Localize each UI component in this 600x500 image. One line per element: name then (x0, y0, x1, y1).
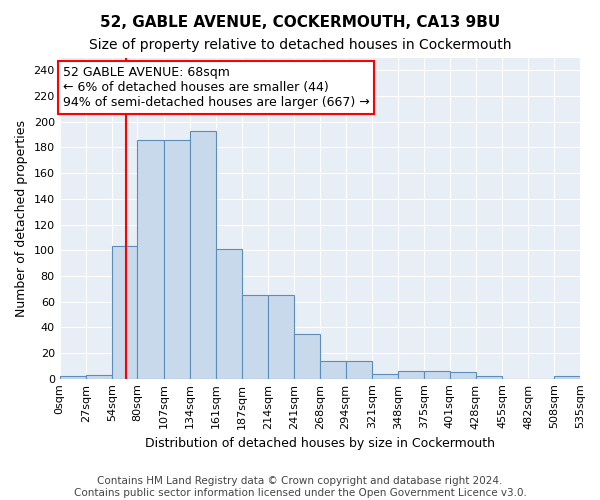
Text: 52 GABLE AVENUE: 68sqm
← 6% of detached houses are smaller (44)
94% of semi-deta: 52 GABLE AVENUE: 68sqm ← 6% of detached … (62, 66, 370, 110)
Bar (112, 246, 137, 378)
Bar (449, 372, 476, 378)
Bar (137, 140, 164, 378)
Y-axis label: Number of detached properties: Number of detached properties (15, 120, 28, 316)
Bar (554, 376, 580, 378)
Text: 52, GABLE AVENUE, COCKERMOUTH, CA13 9BU: 52, GABLE AVENUE, COCKERMOUTH, CA13 9BU (100, 15, 500, 30)
Bar (346, 360, 372, 378)
Bar (268, 295, 294, 378)
Bar (242, 295, 268, 378)
X-axis label: Distribution of detached houses by size in Cockermouth: Distribution of detached houses by size … (145, 437, 495, 450)
Bar (164, 140, 190, 378)
Bar (320, 360, 346, 378)
Bar (294, 334, 320, 378)
Bar (59, 376, 86, 378)
Text: Size of property relative to detached houses in Cockermouth: Size of property relative to detached ho… (89, 38, 511, 52)
Bar (476, 376, 502, 378)
Bar (398, 371, 424, 378)
Text: Contains HM Land Registry data © Crown copyright and database right 2024.
Contai: Contains HM Land Registry data © Crown c… (74, 476, 526, 498)
Bar (190, 130, 216, 378)
Bar (216, 249, 242, 378)
Bar (86, 375, 112, 378)
Bar (424, 371, 449, 378)
Bar (372, 374, 398, 378)
